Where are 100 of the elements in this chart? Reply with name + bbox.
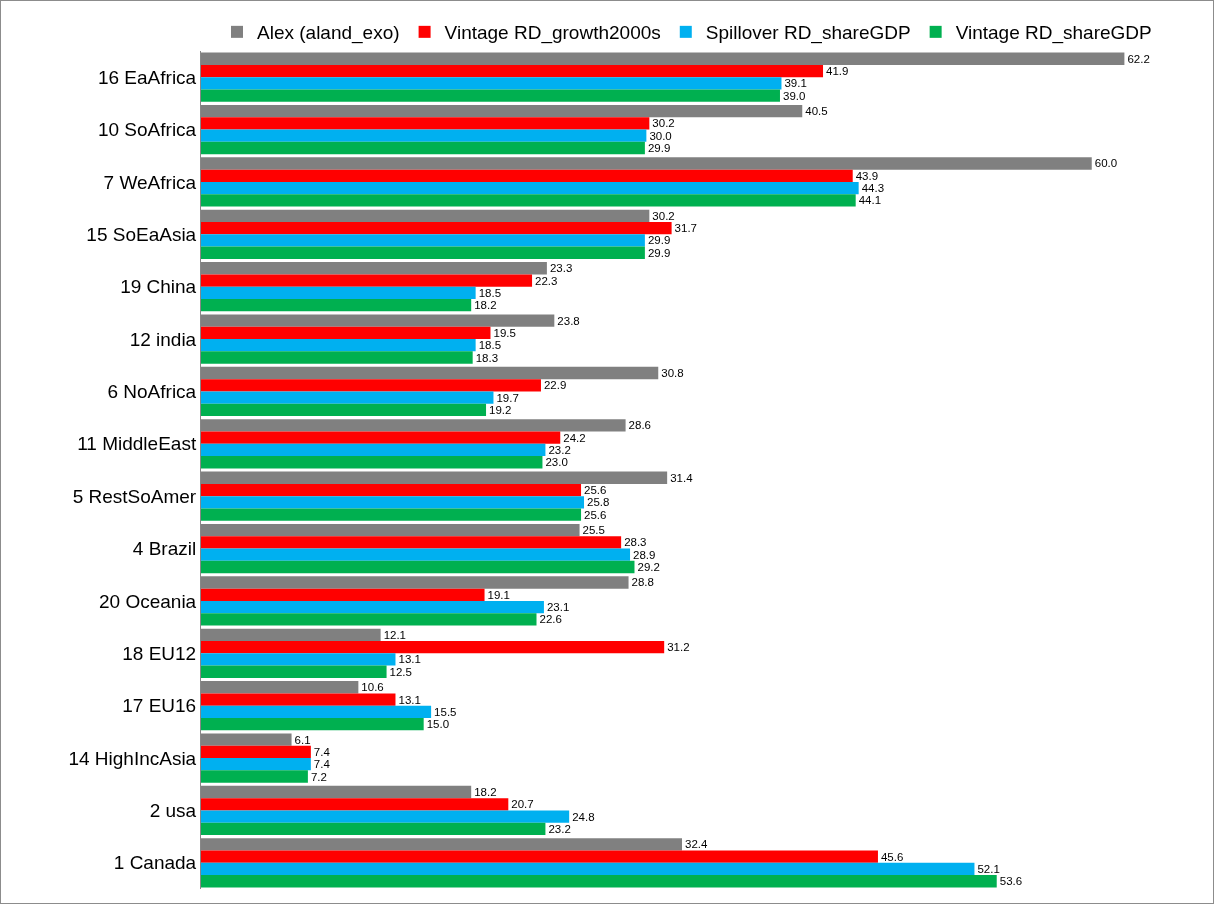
bar: [201, 64, 824, 78]
data-label: 19.2: [489, 403, 512, 416]
data-label: 28.6: [628, 419, 651, 432]
bar: [201, 613, 537, 626]
legend-label: Vintage RD_growth2000s: [444, 22, 661, 45]
data-label: 23.1: [546, 601, 570, 614]
data-label: 7.4: [313, 758, 331, 771]
bar: [201, 129, 647, 142]
y-tick-label: 1 Canada: [113, 852, 197, 874]
data-label: 39.0: [782, 89, 806, 102]
y-tick-label: 7 WeAfrica: [103, 171, 197, 193]
bar: [201, 443, 546, 457]
y-tick-label: 19 China: [120, 276, 197, 298]
bar: [201, 403, 487, 417]
data-label: 25.8: [587, 496, 610, 509]
data-label: 7.2: [310, 770, 327, 783]
bar: [201, 234, 645, 247]
data-label: 13.1: [398, 693, 421, 706]
bar: [201, 822, 546, 836]
bar: [201, 588, 485, 601]
bar: [201, 181, 859, 195]
data-label: 41.9: [826, 65, 849, 78]
y-tick-label: 17 EU16: [122, 695, 197, 717]
data-label: 10.6: [361, 681, 384, 694]
data-label: 20.7: [511, 798, 534, 811]
data-label: 29.9: [647, 142, 671, 155]
bar: [201, 169, 853, 182]
bar: [201, 339, 476, 352]
data-label: 18.2: [474, 785, 497, 798]
data-label: 30.8: [661, 366, 684, 379]
data-label: 31.7: [674, 222, 697, 235]
data-label: 29.2: [637, 561, 660, 574]
data-label: 23.2: [548, 822, 571, 835]
data-label: 29.9: [647, 246, 671, 259]
bar: [201, 810, 570, 823]
data-label: 44.1: [858, 194, 882, 207]
data-label: 23.3: [549, 262, 573, 275]
bar: [201, 89, 780, 102]
y-tick-label: 18 EU12: [122, 642, 197, 664]
bar: [201, 77, 782, 90]
data-label: 18.2: [474, 299, 497, 312]
data-label: 23.8: [557, 314, 580, 327]
bar: [201, 141, 645, 155]
bar: [201, 456, 543, 469]
bar: [201, 194, 856, 207]
data-label: 19.1: [487, 588, 510, 601]
data-label: 24.8: [572, 810, 595, 823]
y-tick-label: 4 Brazil: [132, 538, 197, 560]
data-label: 25.5: [582, 524, 605, 537]
bar: [201, 496, 585, 509]
data-label: 7.4: [313, 745, 331, 758]
data-label: 22.3: [535, 274, 558, 287]
bar: [201, 718, 424, 731]
data-label: 25.6: [584, 508, 607, 521]
data-label: 19.7: [496, 391, 519, 404]
data-label: 31.2: [667, 641, 690, 654]
data-label: 12.5: [389, 665, 412, 678]
data-label: 62.2: [1127, 52, 1150, 65]
data-label: 23.2: [548, 443, 571, 456]
bar: [201, 600, 544, 614]
data-label: 28.9: [633, 548, 656, 561]
y-tick-label: 5 RestSoAmer: [72, 485, 197, 507]
data-label: 30.2: [652, 117, 675, 130]
y-tick-label: 15 SoEaAsia: [86, 223, 197, 245]
data-label: 18.3: [475, 351, 499, 364]
data-label: 39.1: [784, 77, 807, 90]
bar: [201, 770, 308, 783]
bar: [201, 758, 311, 771]
data-label: 53.6: [999, 875, 1023, 888]
data-label: 19.5: [493, 326, 516, 339]
data-label: 15.5: [434, 705, 457, 718]
data-label: 30.0: [649, 129, 672, 142]
y-tick-label: 12 india: [129, 328, 197, 350]
bar: [201, 745, 311, 759]
bar: [201, 286, 476, 299]
data-label: 18.5: [478, 339, 502, 352]
bar: [201, 351, 473, 364]
legend-label: Alex (aland_exo): [257, 22, 400, 45]
bar: [201, 665, 387, 678]
bar: [201, 508, 582, 521]
bar: [201, 274, 533, 287]
bar: [201, 548, 631, 561]
legend-label: Vintage RD_shareGDP: [955, 22, 1152, 45]
bar: [201, 299, 472, 312]
bar: [201, 326, 491, 340]
data-label: 6.1: [294, 733, 311, 746]
legend-label: Spillover RD_shareGDP: [705, 22, 911, 45]
bar: [201, 862, 975, 876]
data-label: 44.3: [861, 182, 885, 195]
data-label: 28.3: [624, 536, 647, 549]
data-label: 24.2: [563, 431, 586, 444]
bar: [201, 483, 582, 497]
bar: [201, 798, 509, 811]
data-label: 60.0: [1094, 157, 1118, 170]
bar: [201, 653, 396, 666]
y-tick-label: 11 MiddleEast: [77, 433, 197, 455]
data-label: 22.9: [543, 379, 567, 392]
bar: [201, 705, 432, 718]
bar: [201, 431, 561, 444]
data-label: 31.4: [670, 471, 694, 484]
